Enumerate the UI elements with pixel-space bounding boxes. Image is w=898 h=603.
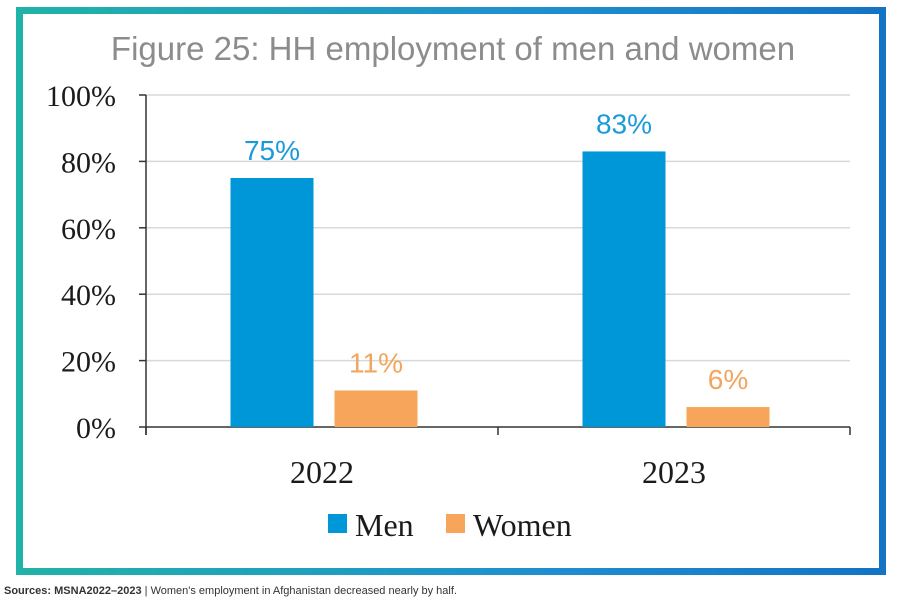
legend-swatch-women <box>446 514 465 533</box>
x-category-label: 2023 <box>642 454 706 490</box>
figure-caption: Sources: MSNA2022–2023 | Women's employm… <box>4 585 457 597</box>
data-label-women-2023: 6% <box>708 364 748 395</box>
bar-women-2022 <box>334 390 418 427</box>
y-tick-label: 60% <box>61 213 116 246</box>
data-labels: 75% 11% 83% 6% <box>244 108 748 395</box>
caption-separator: | <box>141 585 151 597</box>
data-label-women-2022: 11% <box>349 347 403 378</box>
y-tick-label: 40% <box>61 279 116 312</box>
bar-men-2023 <box>582 151 666 427</box>
chart-frame <box>16 7 886 575</box>
legend-label-women: Women <box>473 507 572 543</box>
y-tick-label: 100% <box>46 80 116 113</box>
legend-swatch-men <box>328 514 347 533</box>
y-tick-label: 80% <box>61 146 116 179</box>
legend: Men Women <box>328 507 572 543</box>
bar-women-2023 <box>686 407 770 427</box>
caption-source: Sources: MSNA2022–2023 <box>4 585 142 597</box>
legend-label-men: Men <box>355 507 414 543</box>
y-tick-label: 0% <box>76 412 116 445</box>
y-tick-label: 20% <box>61 346 116 379</box>
bars <box>230 151 770 427</box>
bar-men-2022 <box>230 178 314 427</box>
y-tick-labels: 0% 20% 40% 60% 80% 100% <box>46 80 116 445</box>
bar-chart: Figure 25: HH employment of men and wome… <box>46 30 851 543</box>
x-category-labels: 2022 2023 <box>290 454 706 490</box>
data-label-men-2023: 83% <box>596 108 652 139</box>
chart-title: Figure 25: HH employment of men and wome… <box>111 30 795 67</box>
data-label-men-2022: 75% <box>244 135 300 166</box>
x-category-label: 2022 <box>290 454 354 490</box>
caption-text: Women's employment in Afghanistan decrea… <box>150 585 457 597</box>
chart-background <box>23 14 879 568</box>
